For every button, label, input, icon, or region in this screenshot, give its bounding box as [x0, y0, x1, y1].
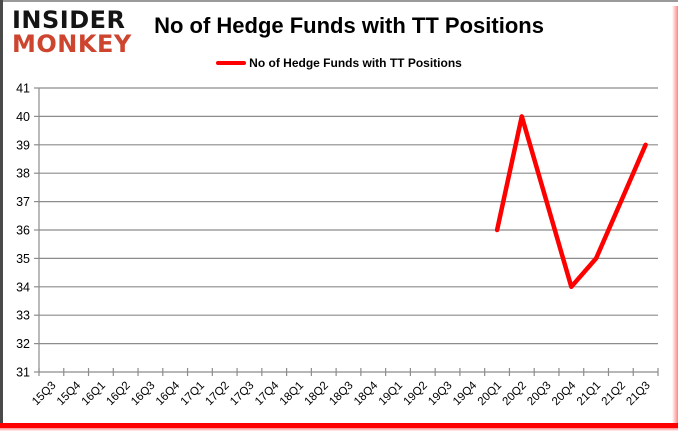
card-bottom-glow: [0, 428, 678, 431]
svg-text:19Q1: 19Q1: [377, 380, 405, 408]
svg-text:18Q4: 18Q4: [352, 379, 381, 408]
logo-monkey-text: MONKEY: [12, 30, 132, 58]
svg-text:17Q3: 17Q3: [228, 380, 256, 408]
svg-text:31: 31: [16, 366, 30, 380]
card-top-border: [0, 0, 678, 2]
svg-text:17Q2: 17Q2: [203, 380, 231, 408]
chart-title: No of Hedge Funds with TT Positions: [154, 13, 544, 38]
svg-text:32: 32: [16, 337, 30, 351]
svg-text:17Q4: 17Q4: [253, 379, 282, 408]
svg-text:38: 38: [16, 167, 30, 181]
svg-text:21Q2: 21Q2: [600, 380, 628, 408]
legend-label: No of Hedge Funds with TT Positions: [249, 56, 462, 70]
svg-text:18Q3: 18Q3: [327, 380, 355, 408]
svg-text:21Q1: 21Q1: [575, 380, 603, 408]
svg-text:15Q3: 15Q3: [30, 380, 58, 408]
svg-text:20Q3: 20Q3: [525, 380, 553, 408]
insider-monkey-logo: INSIDER MONKEY: [12, 8, 132, 56]
svg-text:20Q4: 20Q4: [550, 379, 579, 408]
svg-text:20Q2: 20Q2: [501, 380, 529, 408]
card-right-glow: [672, 6, 678, 423]
svg-text:39: 39: [16, 138, 30, 152]
legend-line-swatch: [216, 61, 247, 65]
svg-text:20Q1: 20Q1: [476, 380, 504, 408]
svg-text:37: 37: [16, 195, 30, 209]
svg-text:35: 35: [16, 252, 30, 266]
svg-text:19Q3: 19Q3: [426, 380, 454, 408]
svg-text:16Q2: 16Q2: [104, 380, 132, 408]
svg-text:36: 36: [16, 224, 30, 238]
svg-text:16Q3: 16Q3: [129, 380, 157, 408]
legend: No of Hedge Funds with TT Positions: [0, 56, 678, 70]
svg-text:33: 33: [16, 309, 30, 323]
svg-text:41: 41: [16, 82, 30, 96]
svg-text:19Q4: 19Q4: [451, 379, 480, 408]
svg-text:21Q3: 21Q3: [624, 380, 652, 408]
svg-text:18Q1: 18Q1: [278, 380, 306, 408]
svg-text:16Q1: 16Q1: [80, 380, 108, 408]
svg-text:18Q2: 18Q2: [302, 380, 330, 408]
card-bottom-red-border: [0, 423, 678, 428]
svg-text:34: 34: [16, 280, 30, 294]
svg-text:40: 40: [16, 110, 30, 124]
svg-text:16Q4: 16Q4: [154, 379, 183, 408]
svg-text:15Q4: 15Q4: [55, 379, 84, 408]
logo-insider-text: INSIDER: [12, 6, 126, 34]
svg-text:19Q2: 19Q2: [402, 380, 430, 408]
card-left-border: [0, 0, 3, 423]
svg-text:17Q1: 17Q1: [179, 380, 207, 408]
